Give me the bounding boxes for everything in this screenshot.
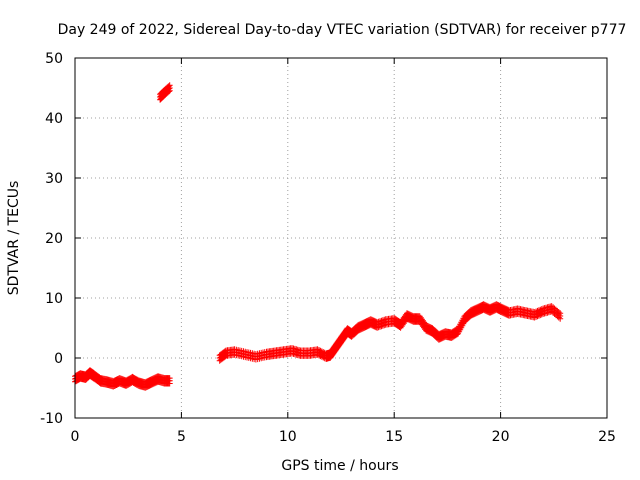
gridlines (75, 58, 607, 418)
data-point (318, 348, 325, 355)
chart-title: Day 249 of 2022, Sidereal Day-to-day VTE… (58, 22, 627, 38)
x-tick-label: 20 (492, 429, 510, 445)
y-tick-label: 0 (54, 351, 63, 367)
data-point (317, 347, 324, 354)
x-tick-label: 0 (71, 429, 80, 445)
x-tick-label: 25 (598, 429, 616, 445)
y-tick-label: 40 (45, 111, 63, 127)
plot-frame (74, 57, 608, 419)
data-point (314, 346, 321, 353)
x-tick-label: 10 (279, 429, 297, 445)
y-tick-label: -10 (40, 411, 63, 427)
x-tick-label: 15 (385, 429, 403, 445)
x-axis-label: GPS time / hours (281, 458, 398, 474)
tick-labels: 0 5 10 15 20 25 -10 0 10 20 30 40 50 (40, 51, 616, 445)
y-tick-label: 10 (45, 291, 63, 307)
y-tick-label: 50 (45, 51, 63, 67)
data-point (320, 349, 327, 356)
y-tick-label: 30 (45, 171, 63, 187)
data-point (555, 309, 562, 316)
x-tick-label: 5 (177, 429, 186, 445)
data-marks (72, 82, 564, 391)
y-axis-label: SDTVAR / TECUs (6, 181, 22, 296)
data-point (316, 347, 323, 353)
y-tick-label: 20 (45, 231, 63, 247)
data-point (166, 82, 173, 89)
data-point (166, 375, 173, 382)
data-point (557, 310, 564, 317)
